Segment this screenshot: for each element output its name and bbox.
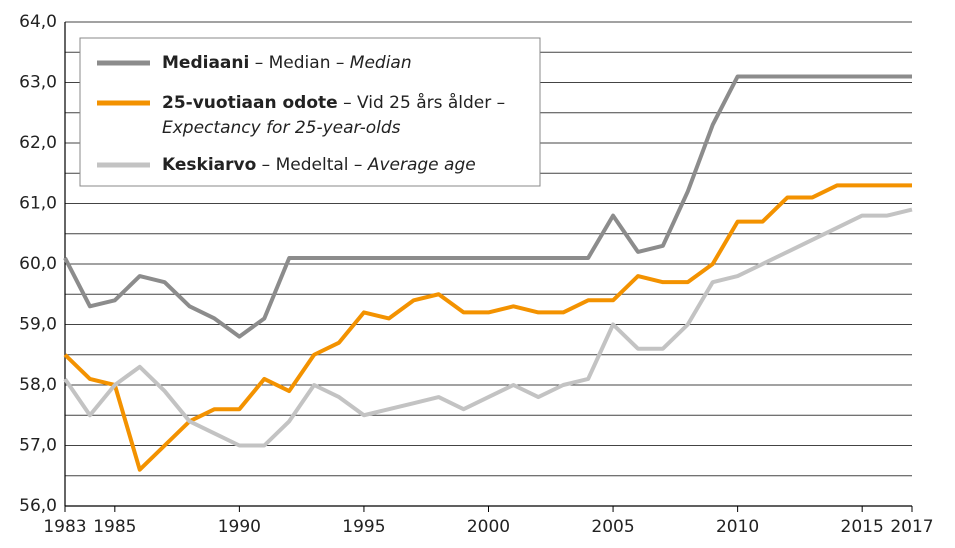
x-tick-label: 2010: [716, 517, 759, 537]
legend-text: Average age: [367, 155, 476, 175]
series-line: [63, 183, 912, 472]
legend-text: – Vid 25 års ålder –: [338, 92, 505, 113]
x-tick-label: 1995: [342, 517, 385, 537]
legend-text: Mediaani: [162, 53, 249, 73]
legend: Mediaani – Median – Median 25-vuotiaan od…: [79, 37, 541, 187]
legend-text: Median: [350, 53, 412, 73]
y-tick-label: 58,0: [19, 375, 57, 395]
legend-text: 25-vuotiaan odote: [162, 93, 338, 113]
y-tick-label: 61,0: [19, 194, 57, 214]
legend-label: Mediaani – Median – Median: [162, 53, 412, 73]
legend-label: 25-vuotiaan odote – Vid 25 års ålder – Ex…: [162, 92, 505, 138]
x-tick-label: 2017: [890, 517, 933, 537]
legend-text: – Median –: [249, 53, 349, 73]
x-tick-label: 1985: [93, 517, 136, 537]
y-tick-label: 57,0: [19, 436, 57, 456]
x-tick-label: 1990: [218, 517, 261, 537]
y-tick-label: 64,0: [19, 12, 57, 32]
x-tick-label: 1983: [43, 517, 86, 537]
series-line: [63, 207, 913, 448]
legend-text: Expectancy for 25-year-olds: [162, 118, 401, 138]
x-tick-label: 2015: [841, 517, 884, 537]
y-tick-label: 56,0: [19, 496, 57, 516]
y-tick-label: 63,0: [19, 73, 57, 93]
y-tick-label: 62,0: [19, 133, 57, 153]
legend-text: Keskiarvo: [162, 155, 256, 175]
series-line: [63, 74, 912, 339]
legend-box: [79, 37, 541, 187]
x-tick-label: 2000: [467, 517, 510, 537]
y-tick-label: 60,0: [19, 254, 57, 274]
y-tick-label: 59,0: [19, 315, 57, 335]
legend-text: – Medeltal –: [256, 155, 368, 175]
x-tick-label: 2005: [591, 517, 634, 537]
legend-label: Keskiarvo – Medeltal – Average age: [162, 155, 476, 175]
